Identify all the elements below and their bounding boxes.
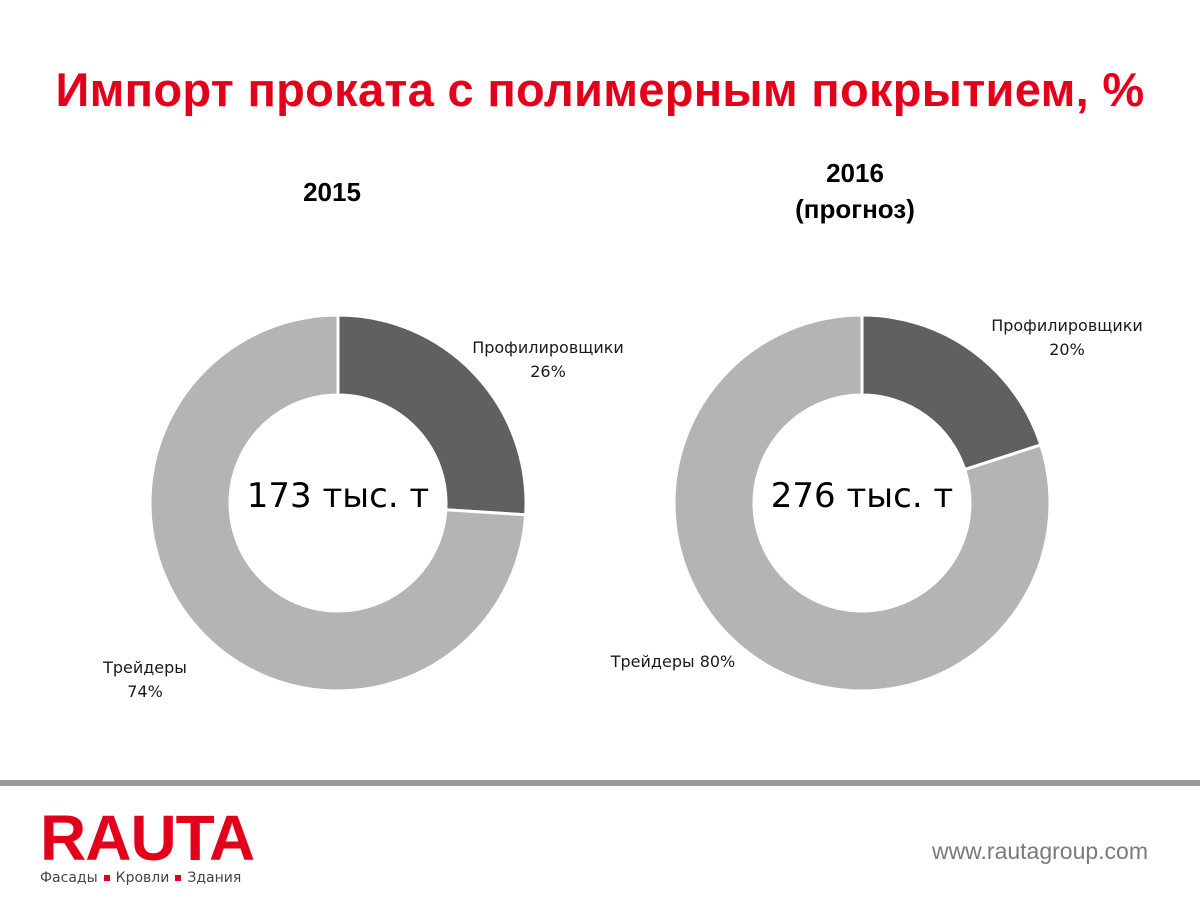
chart-2016-subtitle: (прогноз) — [795, 194, 915, 224]
website-url: www.rautagroup.com — [931, 838, 1148, 864]
donut-slice-traders — [672, 313, 1052, 693]
donut-slice-profilers — [336, 313, 528, 517]
slice-label-name: Профилировщики — [991, 316, 1143, 335]
tagline-dot-icon — [103, 875, 110, 881]
footer-divider — [0, 780, 1200, 786]
slice-label-name: Трейдеры — [102, 658, 187, 677]
slice-label: Профилировщики 26% — [472, 338, 624, 381]
slice-label: Трейдеры 80% — [610, 652, 736, 671]
page-title: Импорт проката с полимерным покрытием, % — [55, 63, 1145, 116]
chart-2015-year: 2015 — [303, 177, 361, 207]
donut-slice-profilers — [860, 313, 1043, 472]
tagline-item: Фасады — [40, 870, 98, 886]
slice-label: Трейдеры 74% — [102, 658, 187, 701]
slice-label-name: Профилировщики — [472, 338, 624, 357]
donut-2015: Профилировщики 26% Трейдеры 74% 173 тыс. т — [102, 313, 624, 701]
donut-slice-traders — [148, 313, 528, 693]
chart-2016-year: 2016 — [826, 158, 884, 188]
logo-word: RAUTA — [40, 802, 255, 874]
rauta-logo: RAUTA Фасады Кровли Здания — [40, 802, 255, 886]
tagline-dot-icon — [175, 875, 182, 881]
chart-2016-title: 2016 (прогноз) — [755, 155, 955, 227]
tagline-item: Кровли — [115, 870, 170, 886]
slice-label-value: 26% — [530, 362, 566, 381]
donut-charts: Профилировщики 26% Трейдеры 74% 173 тыс. т П… — [102, 313, 1143, 701]
slice-label: Профилировщики 20% — [991, 316, 1143, 359]
slice-label-value: 74% — [127, 682, 163, 701]
chart-2015-title: 2015 — [232, 174, 432, 210]
slice-label-value: 20% — [1049, 340, 1085, 359]
donut-center-total: 173 тыс. т — [247, 476, 429, 516]
logo-tagline: Фасады Кровли Здания — [40, 870, 254, 886]
donut-2016: Профилировщики 20% Трейдеры 80% 276 тыс. т — [610, 313, 1143, 693]
donut-center-total: 276 тыс. т — [771, 476, 953, 516]
tagline-item: Здания — [187, 870, 242, 886]
